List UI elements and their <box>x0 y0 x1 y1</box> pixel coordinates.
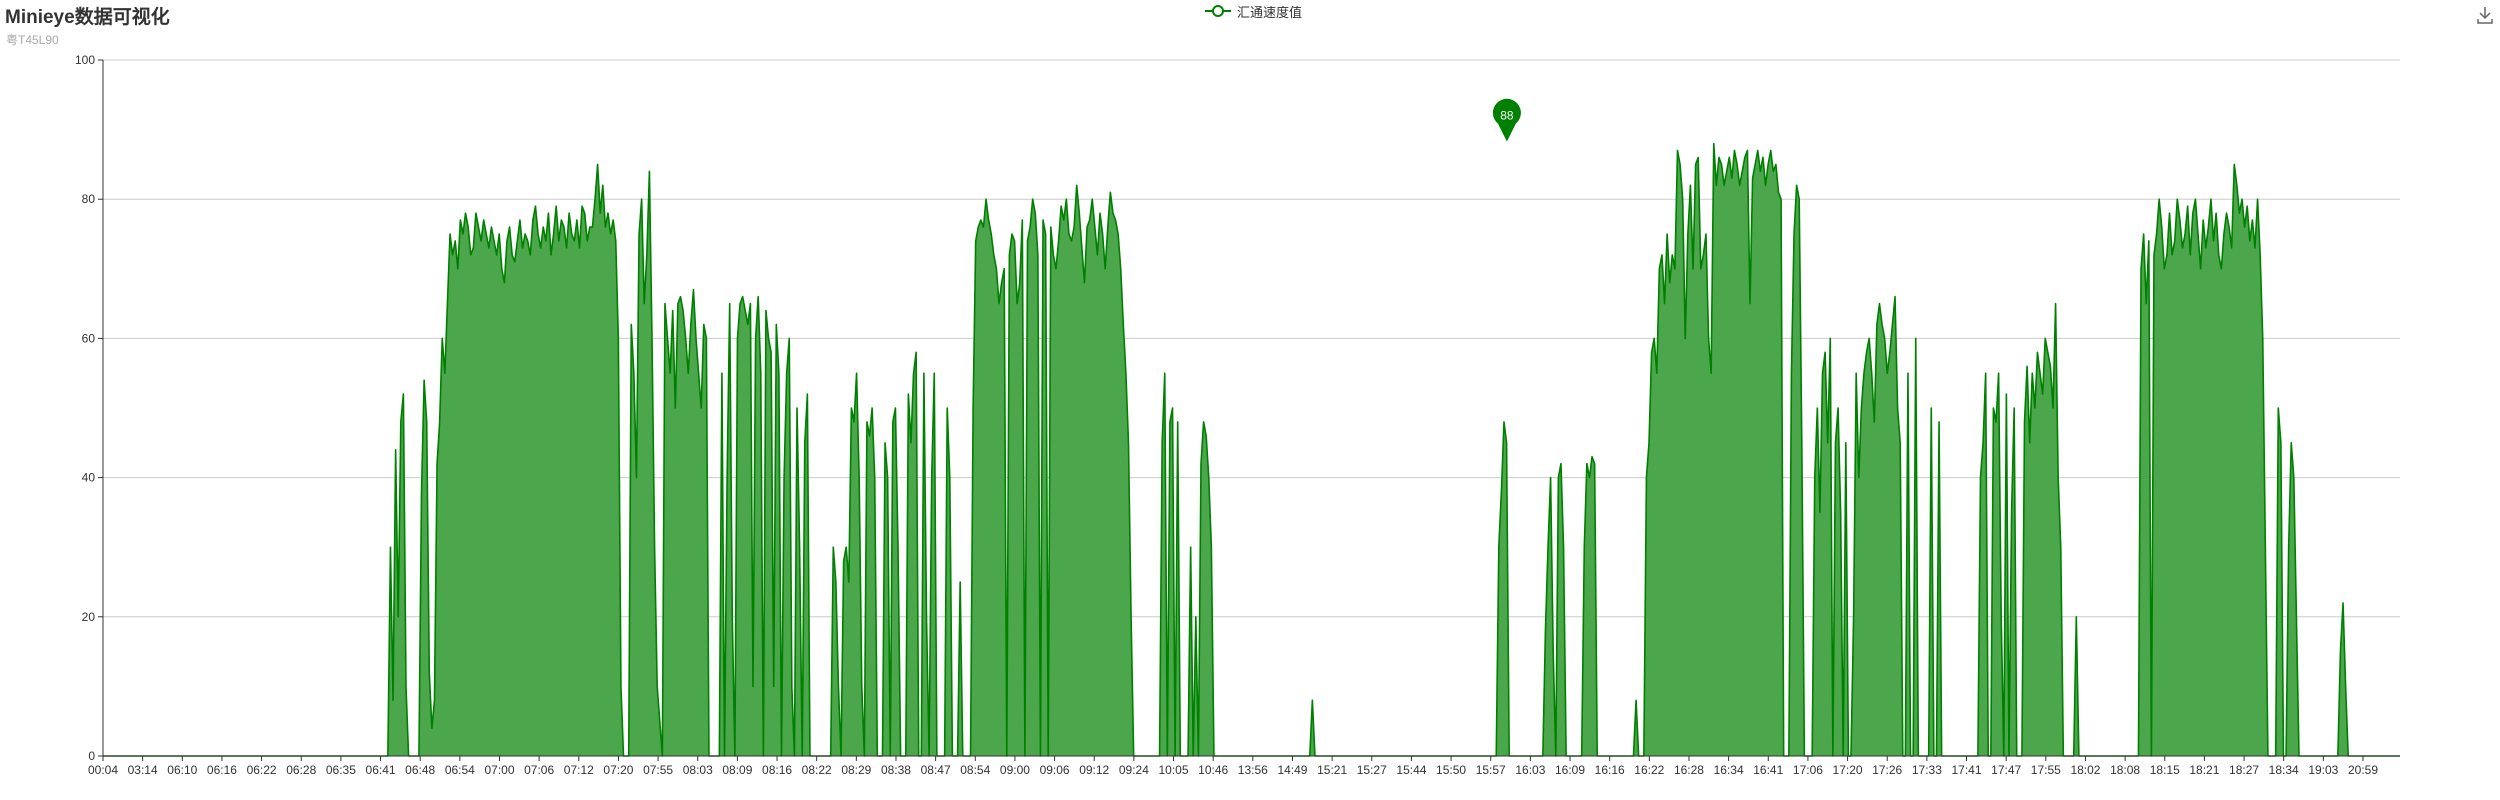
x-tick-label: 08:03 <box>683 763 713 777</box>
x-tick-label: 07:20 <box>603 763 633 777</box>
x-tick-label: 16:34 <box>1714 763 1744 777</box>
circle-line-icon <box>1205 5 1231 17</box>
x-tick-label: 16:09 <box>1555 763 1585 777</box>
series-area-fill <box>103 143 2400 756</box>
x-tick-label: 15:44 <box>1396 763 1426 777</box>
x-tick-label: 17:41 <box>1951 763 1981 777</box>
x-tick-label: 06:10 <box>167 763 197 777</box>
x-tick-label: 14:49 <box>1277 763 1307 777</box>
x-tick-label: 17:20 <box>1833 763 1863 777</box>
x-tick-label: 16:41 <box>1753 763 1783 777</box>
x-tick-label: 08:29 <box>841 763 871 777</box>
y-tick-label: 60 <box>82 331 96 345</box>
x-tick-label: 18:15 <box>2150 763 2180 777</box>
x-tick-label: 00:04 <box>88 763 118 777</box>
x-tick-label: 03:14 <box>128 763 158 777</box>
x-tick-label: 10:05 <box>1159 763 1189 777</box>
x-tick-label: 19:03 <box>2308 763 2338 777</box>
y-tick-label: 80 <box>82 192 96 206</box>
x-tick-label: 15:50 <box>1436 763 1466 777</box>
x-tick-label: 07:55 <box>643 763 673 777</box>
x-tick-label: 15:57 <box>1476 763 1506 777</box>
chart-title: Minieye数据可视化 <box>5 7 170 28</box>
max-value-label: 88 <box>1500 109 1514 123</box>
x-tick-label: 18:34 <box>2269 763 2299 777</box>
x-tick-label: 09:00 <box>1000 763 1030 777</box>
x-tick-label: 18:27 <box>2229 763 2259 777</box>
x-tick-label: 08:22 <box>802 763 832 777</box>
x-tick-label: 08:54 <box>960 763 990 777</box>
x-tick-label: 17:55 <box>2031 763 2061 777</box>
max-marker: 88 <box>1492 98 1521 142</box>
x-tick-label: 16:16 <box>1595 763 1625 777</box>
x-tick-label: 06:28 <box>286 763 316 777</box>
x-tick-label: 07:12 <box>564 763 594 777</box>
x-tick-label: 06:41 <box>366 763 396 777</box>
x-tick-label: 09:12 <box>1079 763 1109 777</box>
x-tick-label: 08:47 <box>921 763 951 777</box>
x-tick-label: 13:56 <box>1238 763 1268 777</box>
pin-shape <box>1492 98 1521 142</box>
x-tick-label: 07:06 <box>524 763 554 777</box>
x-tick-label: 06:48 <box>405 763 435 777</box>
x-tick-label: 17:06 <box>1793 763 1823 777</box>
x-tick-label: 08:16 <box>762 763 792 777</box>
axes: 0 20 40 60 80 100 00:04 03:14 06:10 06:16 06:22 06:… <box>75 53 2400 777</box>
x-tick-label: 06:35 <box>326 763 356 777</box>
x-tick-label: 16:28 <box>1674 763 1704 777</box>
x-tick-label: 06:54 <box>445 763 475 777</box>
x-tick-label: 06:22 <box>247 763 277 777</box>
x-tick-label: 09:06 <box>1040 763 1070 777</box>
legend-label: 汇通速度值 <box>1237 4 1303 20</box>
download-icon[interactable] <box>2474 4 2496 26</box>
x-tick-label: 15:21 <box>1317 763 1347 777</box>
series-area <box>103 142 2400 757</box>
x-tick-label: 16:03 <box>1515 763 1545 777</box>
x-tick-label: 10:46 <box>1198 763 1228 777</box>
y-tick-label: 0 <box>88 749 95 763</box>
x-tick-label: 20:59 <box>2348 763 2378 777</box>
x-tick-label: 16:22 <box>1634 763 1664 777</box>
x-tick-label: 09:24 <box>1119 763 1149 777</box>
y-tick-label: 100 <box>75 53 95 67</box>
y-tick-label: 40 <box>82 471 96 485</box>
legend-item[interactable]: 汇通速度值 <box>1205 1 1302 21</box>
y-tick-label: 20 <box>82 610 96 624</box>
x-tick-label: 08:38 <box>881 763 911 777</box>
x-tick-label: 17:33 <box>1912 763 1942 777</box>
x-tick-label: 06:16 <box>207 763 237 777</box>
x-tick-label: 17:47 <box>1991 763 2021 777</box>
x-tick-label: 17:26 <box>1872 763 1902 777</box>
x-tick-label: 08:09 <box>722 763 752 777</box>
x-tick-label: 18:21 <box>2189 763 2219 777</box>
x-tick-label: 15:27 <box>1357 763 1387 777</box>
x-tick-label: 07:00 <box>484 763 514 777</box>
x-tick-label: 18:08 <box>2110 763 2140 777</box>
chart-subtitle: 粤T45L90 <box>6 33 59 47</box>
x-tick-label: 18:02 <box>2070 763 2100 777</box>
max-value-pin[interactable]: 88 <box>1492 98 1521 142</box>
